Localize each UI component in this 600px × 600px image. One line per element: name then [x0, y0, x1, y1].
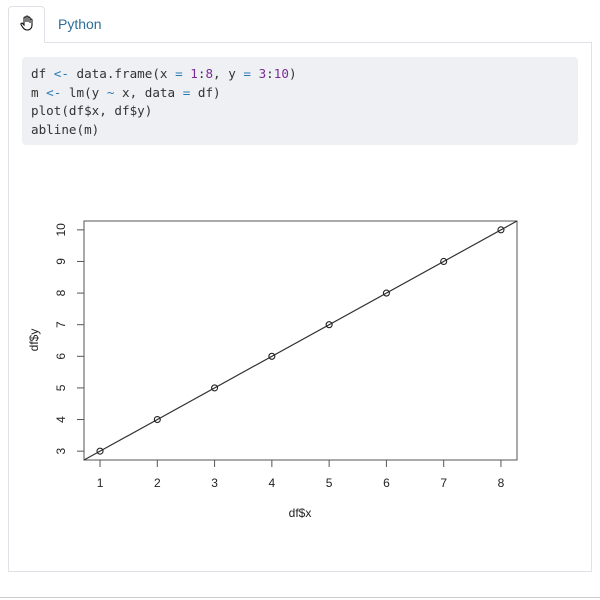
code-token: 10 — [273, 66, 289, 81]
data-point — [268, 352, 276, 360]
code-token: , y — [213, 66, 244, 81]
code-token: ~ — [106, 84, 115, 100]
y-tick-label: 9 — [54, 258, 68, 265]
regression-line — [83, 220, 518, 461]
code-token: plot(df$x, df$y) — [31, 103, 153, 118]
data-point — [440, 257, 448, 266]
x-tick-label: 8 — [498, 476, 505, 490]
x-tick-label: 6 — [383, 476, 390, 490]
tab-bar: Python — [8, 0, 592, 43]
y-axis-label: df$y — [27, 329, 41, 352]
code-token: = — [182, 84, 191, 100]
tab-r[interactable] — [8, 6, 45, 43]
data-point — [497, 226, 505, 234]
code-block: df <- data.frame(x = 1:8, y = 3:10) m <-… — [22, 57, 578, 145]
data-point — [153, 415, 161, 424]
y-tick-label: 7 — [54, 321, 68, 328]
code-token: m — [31, 84, 47, 100]
x-tick-label: 3 — [211, 476, 218, 490]
code-token: = — [175, 66, 183, 81]
code-token: : — [266, 66, 274, 81]
y-tick-label: 10 — [54, 223, 68, 237]
code-token: <- — [53, 66, 69, 81]
code-token: 1 — [190, 66, 198, 81]
plot-box — [83, 220, 518, 461]
y-tick-label: 8 — [54, 289, 68, 296]
x-tick-label: 5 — [326, 476, 333, 490]
code-token: df) — [190, 84, 221, 100]
data-point — [96, 447, 104, 455]
x-tick-label: 2 — [154, 476, 161, 490]
code-token: ) — [288, 66, 297, 81]
x-axis-label: df$x — [289, 506, 312, 520]
code-token: = — [243, 66, 251, 81]
x-tick-label: 7 — [440, 476, 447, 490]
y-tick-label: 4 — [54, 416, 68, 423]
code-token: 8 — [205, 66, 214, 81]
tab-panel — [8, 42, 592, 572]
data-point — [382, 289, 390, 297]
x-tick-label: 4 — [269, 476, 276, 490]
code-token: <- — [46, 84, 62, 100]
x-tick-label: 1 — [97, 476, 104, 490]
divider — [0, 597, 600, 598]
hand-cursor-icon — [19, 14, 35, 35]
y-tick-label: 3 — [54, 447, 68, 454]
code-token: df — [31, 66, 54, 81]
code-token: 3 — [258, 66, 267, 81]
data-point — [211, 384, 219, 392]
code-token: data.frame(x — [68, 66, 176, 81]
code-token: lm(y — [61, 84, 107, 100]
y-tick-label: 5 — [54, 384, 68, 391]
code-token: x, data — [114, 84, 183, 100]
data-point — [325, 321, 333, 329]
code-token: abline(m) — [31, 121, 100, 137]
code-token: : — [197, 66, 206, 81]
tab-python[interactable]: Python — [58, 16, 102, 32]
y-tick-label: 6 — [54, 353, 68, 360]
